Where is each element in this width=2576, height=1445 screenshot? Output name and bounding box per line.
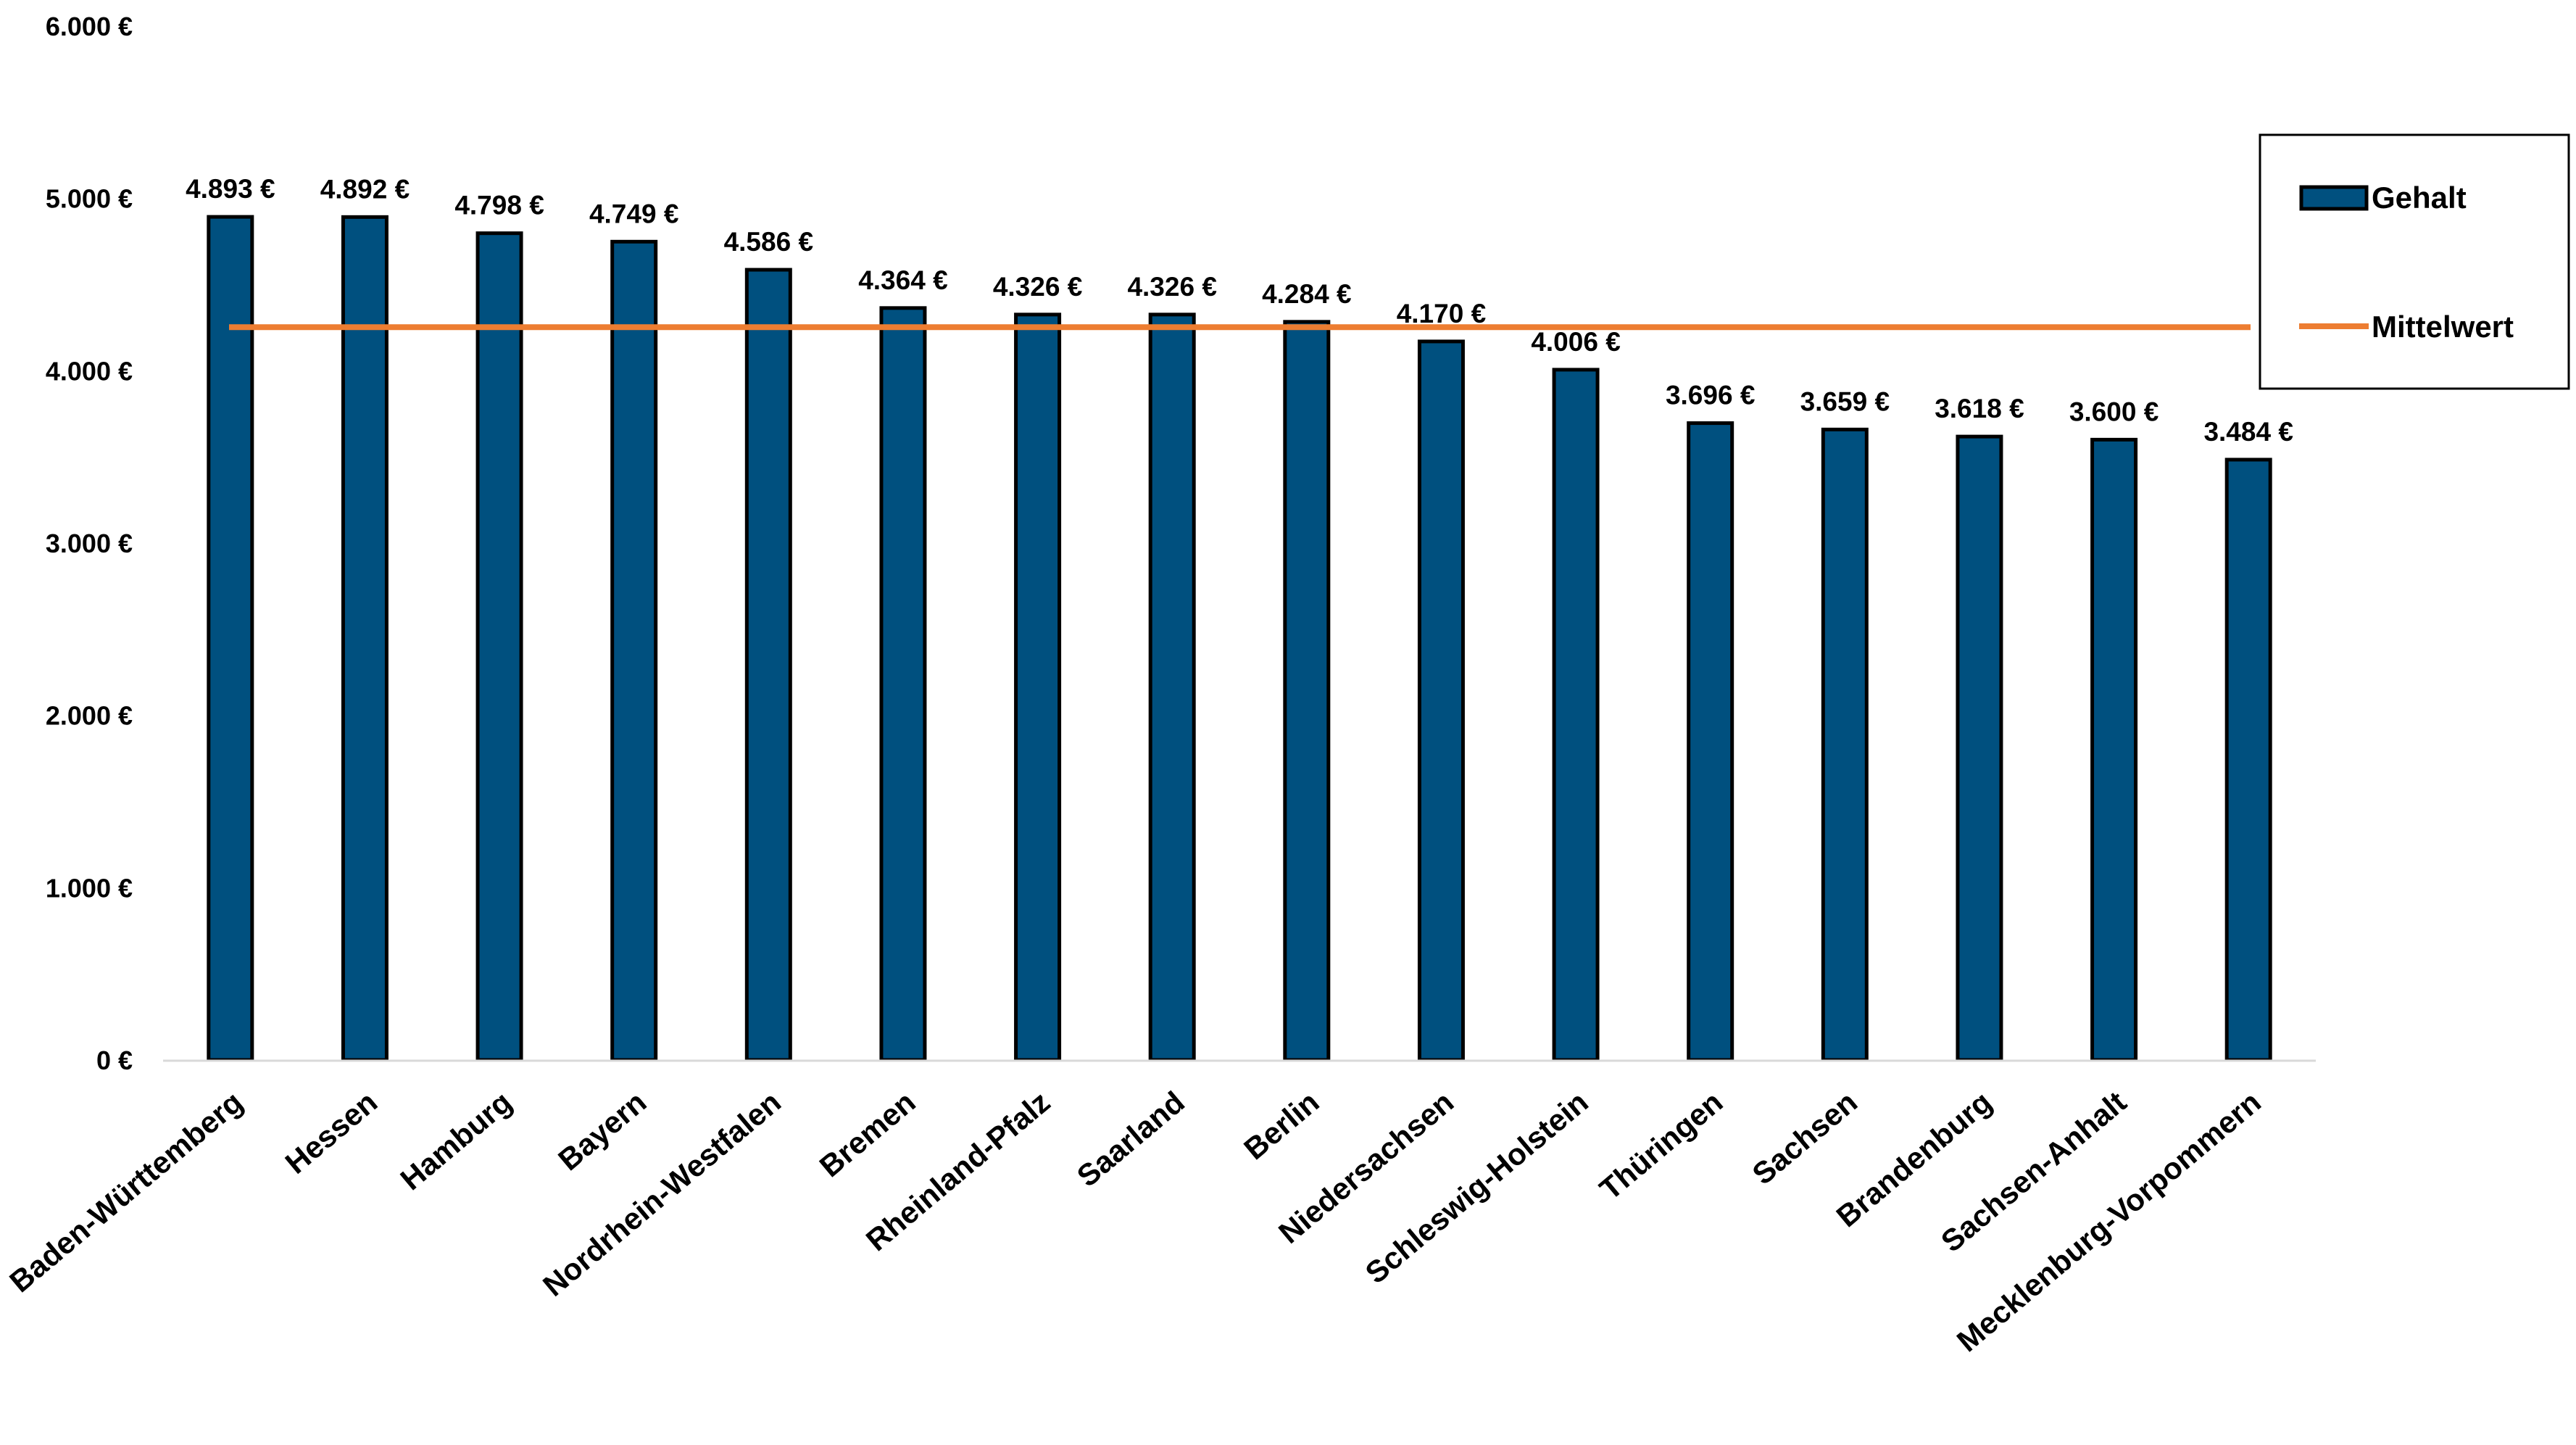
bar	[1687, 421, 1734, 1062]
y-tick-label: 4.000 €	[46, 356, 133, 386]
legend-label-mittelwert: Mittelwert	[2372, 310, 2514, 344]
legend-swatch-gehalt	[2299, 185, 2369, 211]
data-label: 4.798 €	[454, 191, 544, 220]
bar	[1821, 427, 1869, 1062]
bar	[744, 268, 792, 1062]
x-tick-label: Nordrhein-Westfalen	[536, 1085, 787, 1303]
x-tick-label: Hamburg	[394, 1085, 518, 1197]
data-label: 3.696 €	[1666, 381, 1755, 410]
y-tick-label: 3.000 €	[46, 529, 133, 558]
data-label: 4.006 €	[1531, 327, 1620, 357]
y-axis: 0 € 1.000 € 2.000 € 3.000 € 4.000 € 5.000 € 6.…	[46, 12, 133, 1075]
data-label: 4.586 €	[724, 227, 813, 257]
bar	[1148, 312, 1196, 1062]
x-tick-label: Hessen	[279, 1085, 384, 1180]
bar-series-gehalt	[207, 215, 2272, 1062]
bar	[879, 306, 927, 1062]
bar	[475, 231, 523, 1062]
y-tick-label: 5.000 €	[46, 184, 133, 214]
x-tick-label: Berlin	[1237, 1085, 1325, 1167]
x-tick-label: Schleswig-Holstein	[1359, 1085, 1595, 1291]
bar	[341, 215, 389, 1062]
x-tick-label: Thüringen	[1593, 1085, 1729, 1206]
y-tick-label: 0 €	[96, 1046, 133, 1075]
data-label: 4.364 €	[858, 265, 947, 295]
bar	[2224, 457, 2272, 1062]
data-label: 3.484 €	[2203, 417, 2293, 447]
x-tick-label: Sachsen	[1746, 1085, 1864, 1191]
bar	[610, 239, 658, 1062]
legend-box	[2259, 133, 2570, 390]
bar	[1283, 320, 1331, 1062]
data-labels: 4.893 € 4.892 € 4.798 € 4.749 € 4.586 € 4.364…	[186, 174, 2293, 447]
bar	[207, 215, 254, 1062]
bar	[1417, 339, 1465, 1062]
data-label: 4.326 €	[1127, 272, 1216, 302]
x-tick-label: Saarland	[1071, 1085, 1191, 1193]
data-label: 3.600 €	[2069, 397, 2159, 426]
bar	[2090, 437, 2138, 1062]
data-label: 4.893 €	[186, 174, 275, 204]
data-label: 3.618 €	[1935, 394, 2024, 423]
x-tick-label: Baden-Württemberg	[3, 1085, 249, 1299]
data-label: 4.749 €	[589, 199, 678, 228]
data-label: 4.170 €	[1397, 299, 1486, 328]
y-tick-label: 6.000 €	[46, 12, 133, 41]
x-tick-label: Bayern	[552, 1085, 652, 1177]
y-tick-label: 2.000 €	[46, 701, 133, 731]
legend: Gehalt Mittelwert	[2259, 133, 2570, 390]
bar	[1014, 312, 1062, 1062]
y-tick-label: 1.000 €	[46, 873, 133, 903]
x-axis-labels: Baden-Württemberg Hessen Hamburg BayernNord…	[3, 1085, 2267, 1359]
x-tick-label: Bremen	[813, 1085, 922, 1184]
data-label: 3.659 €	[1800, 386, 1890, 416]
data-label: 4.326 €	[993, 272, 1082, 302]
bar	[1552, 368, 1600, 1062]
legend-label-gehalt: Gehalt	[2372, 181, 2467, 215]
data-label: 4.892 €	[320, 174, 410, 204]
data-label: 4.284 €	[1262, 279, 1351, 309]
bar	[1956, 434, 2003, 1062]
